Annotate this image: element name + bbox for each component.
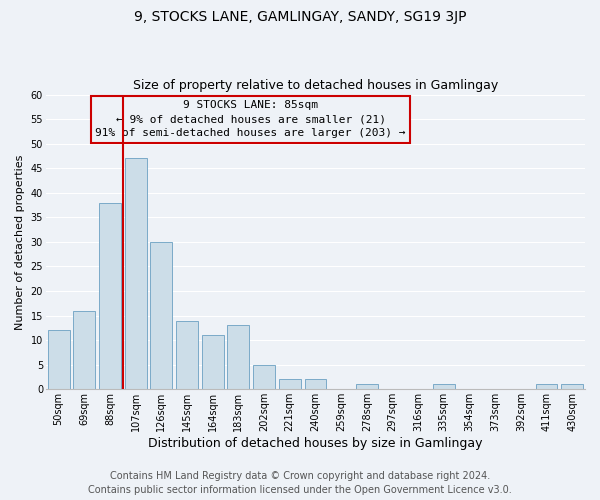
Bar [305,380,326,390]
Title: Size of property relative to detached houses in Gamlingay: Size of property relative to detached ho… [133,79,498,92]
Bar [561,384,583,390]
Text: Contains HM Land Registry data © Crown copyright and database right 2024.
Contai: Contains HM Land Registry data © Crown c… [88,471,512,495]
Bar [151,242,172,390]
X-axis label: Distribution of detached houses by size in Gamlingay: Distribution of detached houses by size … [148,437,482,450]
Bar [176,320,198,390]
Bar [202,336,224,390]
Bar [99,202,121,390]
Bar [73,310,95,390]
Bar [253,364,275,390]
Text: 9 STOCKS LANE: 85sqm
← 9% of detached houses are smaller (21)
91% of semi-detach: 9 STOCKS LANE: 85sqm ← 9% of detached ho… [95,100,406,138]
Bar [433,384,455,390]
Bar [279,380,301,390]
Text: 9, STOCKS LANE, GAMLINGAY, SANDY, SG19 3JP: 9, STOCKS LANE, GAMLINGAY, SANDY, SG19 3… [134,10,466,24]
Bar [536,384,557,390]
Bar [48,330,70,390]
Bar [227,326,250,390]
Bar [356,384,377,390]
Y-axis label: Number of detached properties: Number of detached properties [15,154,25,330]
Bar [125,158,146,390]
